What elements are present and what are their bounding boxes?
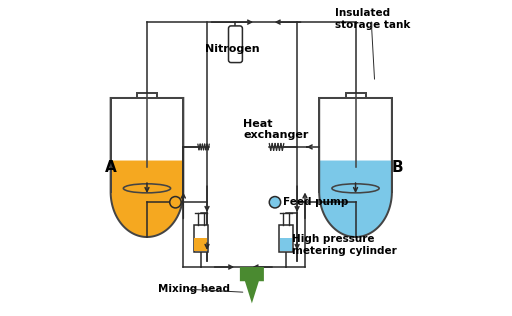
Text: Nitrogen: Nitrogen <box>205 44 260 54</box>
Bar <box>280 238 292 252</box>
Text: Feed pump: Feed pump <box>283 197 348 207</box>
Polygon shape <box>319 161 392 237</box>
Bar <box>279 225 293 252</box>
Circle shape <box>269 197 281 208</box>
FancyBboxPatch shape <box>228 26 242 63</box>
Text: High pressure
metering cylinder: High pressure metering cylinder <box>292 234 397 256</box>
Text: Mixing head: Mixing head <box>158 284 230 294</box>
Bar <box>137 93 157 98</box>
Bar <box>195 238 207 252</box>
Text: Insulated
storage tank: Insulated storage tank <box>335 8 411 29</box>
Bar <box>194 225 208 252</box>
Polygon shape <box>111 161 183 237</box>
Text: B: B <box>391 160 403 175</box>
Text: Heat
exchanger: Heat exchanger <box>243 119 309 140</box>
Circle shape <box>170 197 181 208</box>
Polygon shape <box>240 267 264 303</box>
Bar <box>346 93 366 98</box>
Text: A: A <box>105 160 117 175</box>
